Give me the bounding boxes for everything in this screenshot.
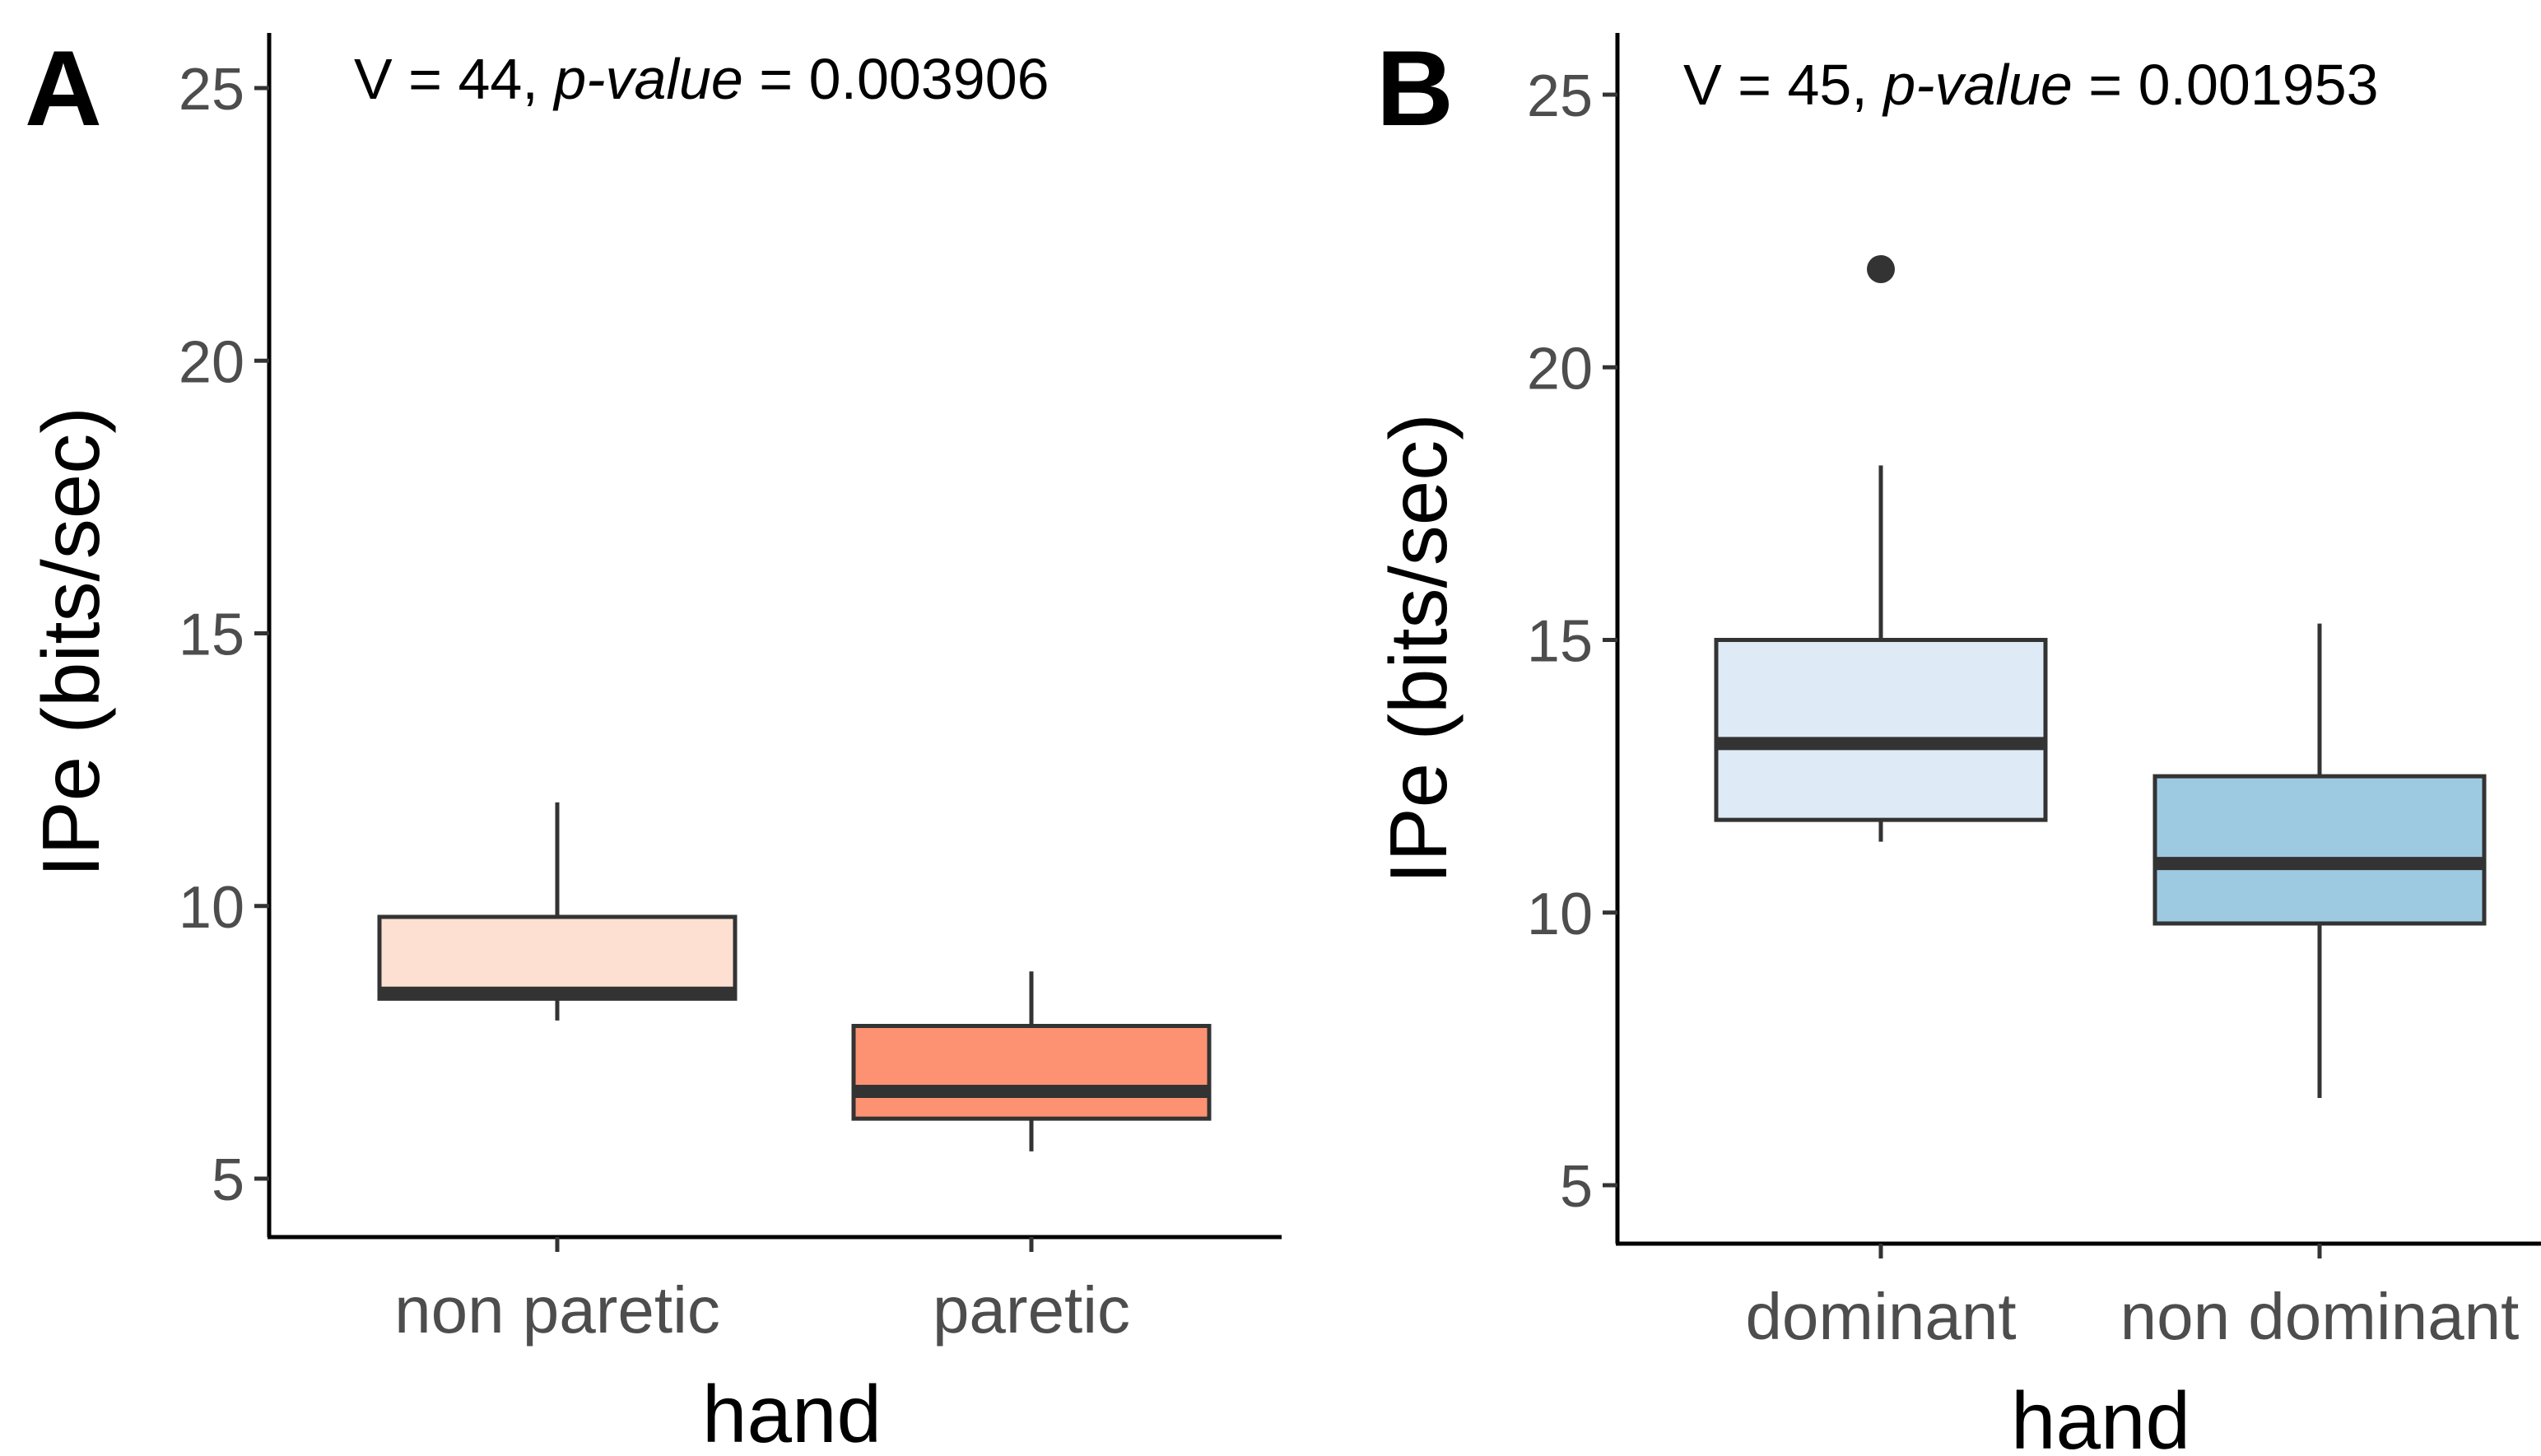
panel-label-b: B — [1376, 28, 1454, 148]
y-tick-label-a: 15 — [179, 602, 244, 668]
x-tick-label-a: non paretic — [394, 1273, 720, 1347]
y-tick-label-a: 25 — [179, 57, 244, 123]
x-tick-label-b: dominant — [1745, 1280, 2016, 1353]
box-a — [854, 1026, 1209, 1119]
x-tick-label-a: paretic — [933, 1273, 1130, 1347]
y-axis-title-a: IPe (bits/sec) — [26, 407, 116, 877]
box-b — [1716, 640, 2045, 821]
x-tick-label-b: non dominant — [2120, 1280, 2520, 1353]
y-tick-label-a: 5 — [212, 1147, 244, 1213]
y-axis-title-b: IPe (bits/sec) — [1373, 413, 1464, 884]
panel-b: B V = 45, p-value = 0.001953 IPe (bits/s… — [1373, 28, 2541, 1456]
x-axis-title-a: hand — [702, 1369, 882, 1456]
box-a — [379, 917, 735, 998]
y-tick-label-b: 5 — [1560, 1154, 1593, 1220]
y-tick-label-a: 20 — [179, 329, 244, 395]
outlier-point-b — [1867, 255, 1895, 283]
y-tick-label-b: 25 — [1527, 63, 1593, 129]
panel-label-a: A — [25, 28, 102, 148]
y-tick-label-b: 10 — [1527, 882, 1593, 947]
y-tick-label-b: 15 — [1527, 609, 1593, 675]
x-axis-title-b: hand — [2011, 1375, 2190, 1456]
box-b — [2155, 776, 2484, 923]
test-annotation-b: V = 45, p-value = 0.001953 — [1683, 53, 2379, 117]
y-tick-label-a: 10 — [179, 875, 244, 941]
y-tick-label-b: 20 — [1527, 336, 1593, 402]
plot-area-a: 5 10 15 20 25 non paretic paretic — [179, 33, 1282, 1347]
plot-area-b: 5 10 15 20 25 dominant non dominant — [1527, 33, 2541, 1353]
test-annotation-a: V = 44, p-value = 0.003906 — [354, 47, 1049, 111]
panel-a: A V = 44, p-value = 0.003906 IPe (bits/s… — [25, 28, 1282, 1456]
